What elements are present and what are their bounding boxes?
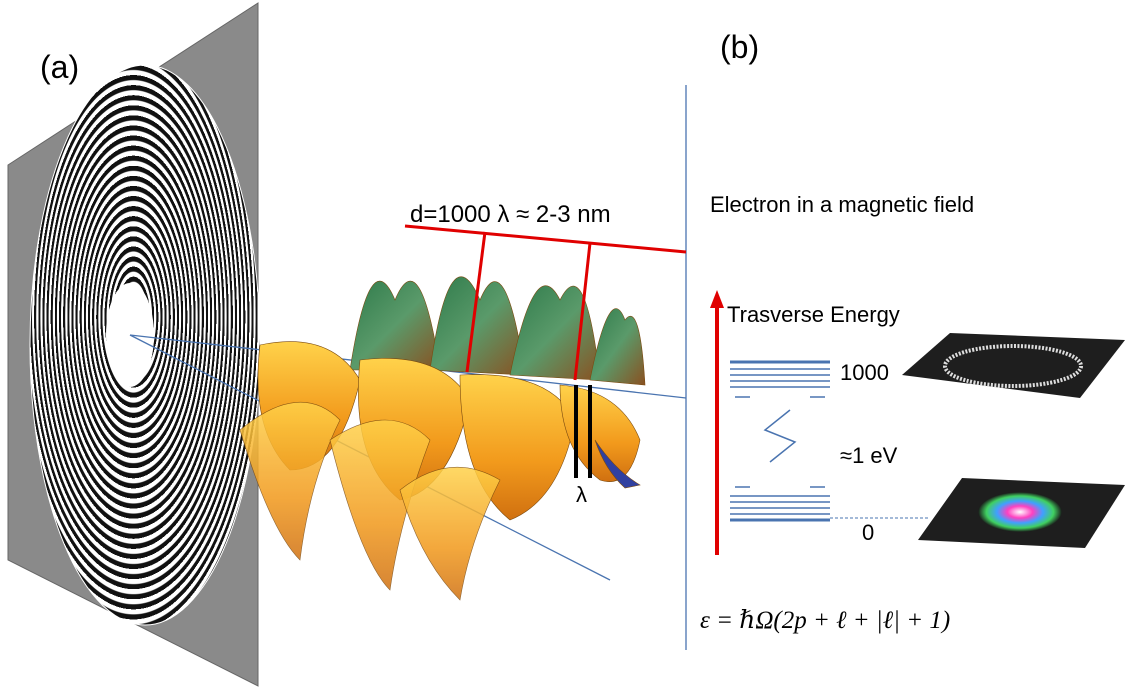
energy-levels xyxy=(730,362,930,520)
mode-images xyxy=(902,333,1125,548)
energy-arrow xyxy=(710,290,724,555)
axis-label: Trasverse Energy xyxy=(727,302,900,327)
wavelength-label: λ xyxy=(576,482,587,507)
mask-plate xyxy=(8,3,260,686)
level-label: 1000 xyxy=(840,360,889,385)
panel-title: Electron in a magnetic field xyxy=(710,192,974,217)
distance-label: d=1000 λ ≈ 2-3 nm xyxy=(410,201,611,228)
vortex-wave xyxy=(240,277,645,600)
figure: (a) d=1000 λ ≈ 2-3 nm λ (b) Electron in … xyxy=(0,0,1126,687)
panel-label: (b) xyxy=(720,29,759,65)
formula: ε = ℏΩ(2p + ℓ + |ℓ| + 1) xyxy=(700,607,950,634)
panel-label: (a) xyxy=(40,49,79,85)
level-label: 0 xyxy=(862,520,874,545)
gap-label: ≈1 eV xyxy=(840,443,898,468)
